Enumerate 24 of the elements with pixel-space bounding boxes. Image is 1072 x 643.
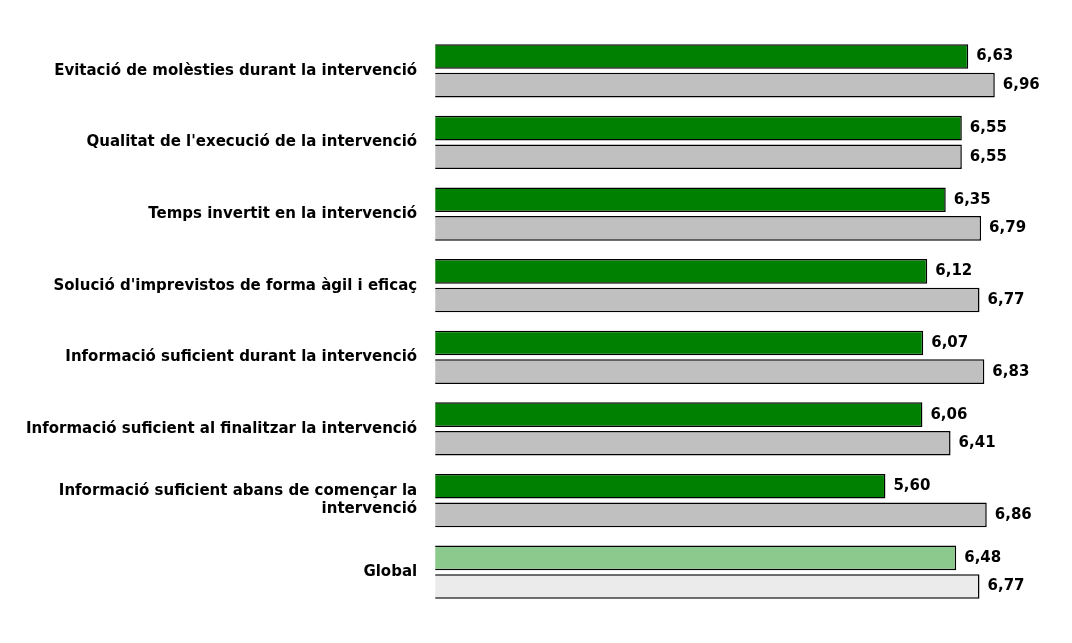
data-label: 6,12 bbox=[935, 261, 973, 280]
data-label: 6,79 bbox=[989, 218, 1027, 237]
data-label: 6,48 bbox=[964, 547, 1002, 566]
data-label: 6,06 bbox=[930, 404, 968, 423]
data-label: 6,07 bbox=[931, 332, 969, 351]
data-label: 5,60 bbox=[893, 476, 931, 495]
y-tick-label: Evitació de molèsties durant la intervenció bbox=[54, 60, 418, 79]
y-tick-label: Temps invertit en la intervenció bbox=[148, 203, 418, 222]
data-label: 6,35 bbox=[953, 189, 991, 208]
y-tick-label: Informació suficient al finalitzar la intervenció bbox=[25, 418, 418, 437]
data-label: 6,41 bbox=[958, 433, 996, 452]
y-tick-label: Solució d'imprevistos de forma àgil i eficaç bbox=[53, 275, 418, 294]
data-label: 6,86 bbox=[994, 504, 1032, 523]
data-label: 6,77 bbox=[987, 289, 1025, 308]
y-tick-label: Informació suficient abans de començar la intervenció bbox=[58, 481, 418, 518]
y-tick-label: Informació suficient durant la intervenció bbox=[65, 347, 418, 366]
data-label: 6,96 bbox=[1002, 75, 1040, 94]
data-label: 6,55 bbox=[969, 146, 1007, 165]
data-label: 6,63 bbox=[976, 46, 1014, 65]
y-tick-label: Qualitat de l'execució de la intervenció bbox=[86, 132, 418, 151]
data-label: 6,83 bbox=[992, 361, 1030, 380]
y-tick-label: Global bbox=[363, 562, 418, 581]
data-label: 6,77 bbox=[987, 576, 1025, 595]
data-label: 6,55 bbox=[969, 118, 1007, 136]
